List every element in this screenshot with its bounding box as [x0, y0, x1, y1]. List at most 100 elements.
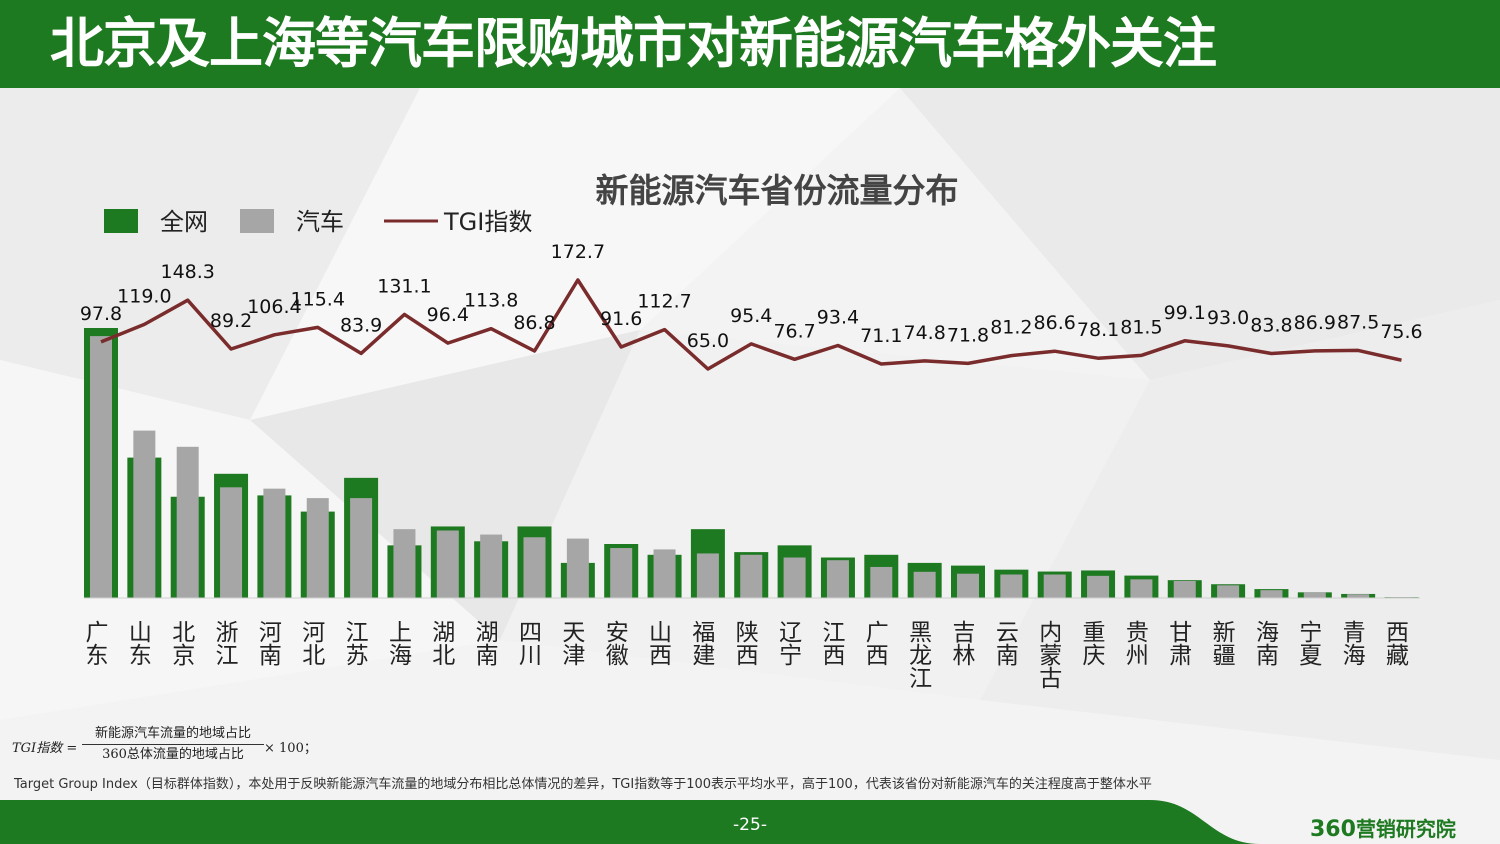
- x-tick-label: 湖北: [432, 620, 455, 669]
- legend-label-car: 汽车: [296, 208, 344, 236]
- bar-car: [1173, 580, 1196, 598]
- tgi-footnote: Target Group Index（目标群体指数），本处用于反映新能源汽车流量…: [14, 777, 1152, 792]
- x-tick-label: 内蒙古: [1039, 620, 1062, 692]
- page-title: 北京及上海等汽车限购城市对新能源汽车格外关注: [50, 12, 1217, 75]
- bar-car: [90, 336, 112, 598]
- bar-car: [1000, 574, 1023, 598]
- tgi-label: 148.3: [160, 261, 214, 283]
- x-tick-label: 四川: [519, 620, 542, 669]
- x-tick-label: 山西: [649, 620, 672, 669]
- formula-denominator: 360总体流量的地域占比: [102, 747, 244, 762]
- legend-swatch-car: [240, 209, 274, 233]
- x-tick-label: 辽宁: [779, 620, 802, 669]
- tgi-label: 97.8: [80, 303, 122, 325]
- x-tick-label: 宁夏: [1299, 620, 1322, 669]
- tgi-label: 96.4: [427, 304, 469, 326]
- tgi-label: 83.9: [340, 314, 382, 336]
- tgi-formula: TGI指数 = 新能源汽车流量的地域占比 360总体流量的地域占比 × 100；: [12, 724, 372, 770]
- page-number: -25-: [733, 815, 767, 835]
- logo-digits: 360: [1310, 817, 1356, 842]
- bar-car: [610, 548, 633, 598]
- x-axis-labels: 广东山东北京浙江河南河北江苏上海湖北湖南四川天津安徽山西福建陕西辽宁江西广西黑龙…: [86, 620, 1410, 692]
- bar-car: [826, 560, 849, 598]
- tgi-label: 106.4: [247, 296, 301, 318]
- tgi-label: 81.2: [990, 317, 1032, 339]
- x-tick-label: 江苏: [346, 620, 369, 669]
- bar-car: [566, 538, 589, 598]
- x-tick-label: 贵州: [1126, 620, 1149, 669]
- tgi-label: 89.2: [210, 310, 252, 332]
- tgi-label: 71.1: [860, 325, 902, 347]
- series-tgi: [100, 278, 1402, 371]
- x-tick-label: 海南: [1256, 620, 1279, 669]
- x-tick-label: 陕西: [736, 620, 759, 669]
- bar-car: [1087, 575, 1110, 598]
- tgi-label: 86.8: [513, 312, 555, 334]
- tgi-label: 86.9: [1294, 312, 1336, 334]
- bar-car: [696, 553, 719, 598]
- tgi-label: 172.7: [551, 241, 605, 263]
- bar-car: [870, 566, 893, 598]
- x-tick-label: 安徽: [606, 620, 629, 669]
- bar-car: [523, 537, 546, 598]
- bar-car: [436, 530, 459, 598]
- x-tick-label: 广东: [86, 620, 109, 669]
- formula-lhs: TGI指数 =: [12, 741, 78, 756]
- bar-car: [957, 573, 979, 598]
- tgi-label: 74.8: [903, 322, 945, 344]
- bar-car: [1260, 590, 1283, 598]
- tgi-label: 93.0: [1207, 307, 1249, 329]
- x-tick-label: 青海: [1343, 620, 1366, 669]
- bar-car: [653, 549, 676, 598]
- header-bar: 北京及上海等汽车限购城市对新能源汽车格外关注: [0, 0, 1500, 88]
- x-tick-label: 北京: [172, 620, 195, 669]
- legend-label-tgi: TGI指数: [443, 208, 532, 236]
- formula-numerator: 新能源汽车流量的地域占比: [82, 724, 264, 745]
- tgi-label: 71.8: [947, 324, 989, 346]
- bar-car: [1130, 579, 1153, 598]
- tgi-label: 65.0: [687, 330, 729, 352]
- tgi-label: 76.7: [773, 320, 815, 342]
- formula-rhs: × 100；: [264, 741, 317, 756]
- tgi-label: 131.1: [377, 275, 431, 297]
- x-tick-label: 福建: [692, 620, 715, 669]
- brand-logo: 360营销研究院: [1310, 813, 1456, 842]
- bar-car: [133, 430, 156, 598]
- x-tick-label: 河南: [259, 620, 282, 669]
- bar-car: [740, 554, 763, 598]
- tgi-label: 78.1: [1077, 319, 1119, 341]
- x-tick-label: 湖南: [476, 620, 499, 669]
- x-tick-label: 天津: [562, 620, 585, 669]
- bar-car: [913, 571, 936, 598]
- formula-fraction: 新能源汽车流量的地域占比 360总体流量的地域占比: [82, 724, 264, 765]
- x-tick-label: 河北: [302, 620, 325, 669]
- tgi-label: 115.4: [291, 288, 345, 310]
- tgi-label: 112.7: [637, 291, 691, 313]
- chart-legend: 全网 汽车 TGI指数: [104, 208, 532, 236]
- tgi-label: 93.4: [817, 307, 859, 329]
- tgi-label: 75.6: [1380, 321, 1422, 343]
- tgi-label: 113.8: [464, 290, 518, 312]
- bar-car: [1043, 574, 1066, 598]
- bar-car: [393, 529, 416, 598]
- x-tick-label: 山东: [129, 620, 152, 669]
- tgi-label: 81.5: [1120, 316, 1162, 338]
- bar-car: [783, 557, 806, 598]
- bar-car: [480, 534, 503, 598]
- tgi-label: 95.4: [730, 305, 772, 327]
- tgi-label: 99.1: [1164, 302, 1206, 324]
- x-tick-label: 黑龙江: [909, 620, 932, 692]
- legend-swatch-all: [104, 209, 138, 233]
- x-tick-label: 浙江: [216, 620, 239, 669]
- bar-car: [176, 446, 199, 598]
- x-tick-label: 云南: [996, 620, 1019, 669]
- x-tick-label: 吉林: [953, 620, 976, 669]
- tgi-label: 91.6: [600, 308, 642, 330]
- chart-title: 新能源汽车省份流量分布: [596, 171, 959, 210]
- x-tick-label: 西藏: [1386, 620, 1409, 669]
- bar-car: [1303, 592, 1326, 598]
- series-car: [90, 336, 1413, 598]
- x-tick-label: 甘肃: [1169, 620, 1192, 669]
- x-tick-label: 江西: [822, 620, 845, 669]
